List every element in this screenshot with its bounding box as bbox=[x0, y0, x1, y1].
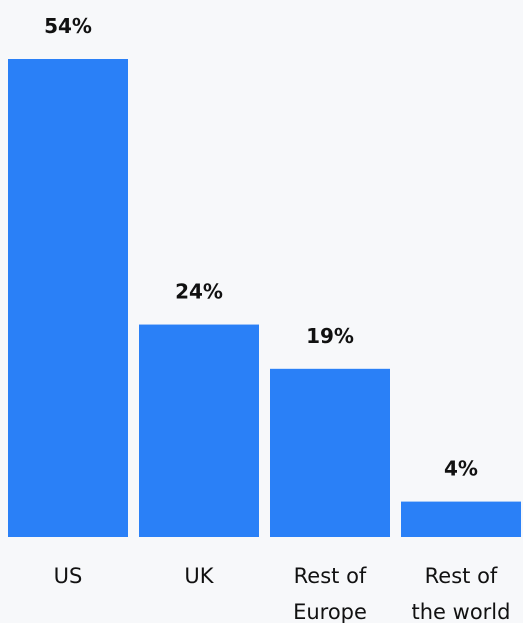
value-label-3: 4% bbox=[444, 457, 478, 481]
category-label-0-line-0: US bbox=[54, 564, 83, 588]
bar-1 bbox=[139, 324, 259, 537]
bar-2 bbox=[270, 368, 390, 537]
category-label-2-line-1: Europe bbox=[293, 600, 367, 623]
bar-0 bbox=[8, 59, 128, 537]
value-label-1: 24% bbox=[175, 280, 223, 304]
value-label-2: 19% bbox=[306, 324, 354, 348]
bar-3 bbox=[401, 501, 521, 537]
category-label-2-line-0: Rest of bbox=[294, 564, 367, 588]
category-label-3-line-1: the world bbox=[412, 600, 511, 623]
value-label-0: 54% bbox=[44, 14, 92, 38]
category-label-3-line-0: Rest of bbox=[425, 564, 498, 588]
category-label-1-line-0: UK bbox=[184, 564, 214, 588]
